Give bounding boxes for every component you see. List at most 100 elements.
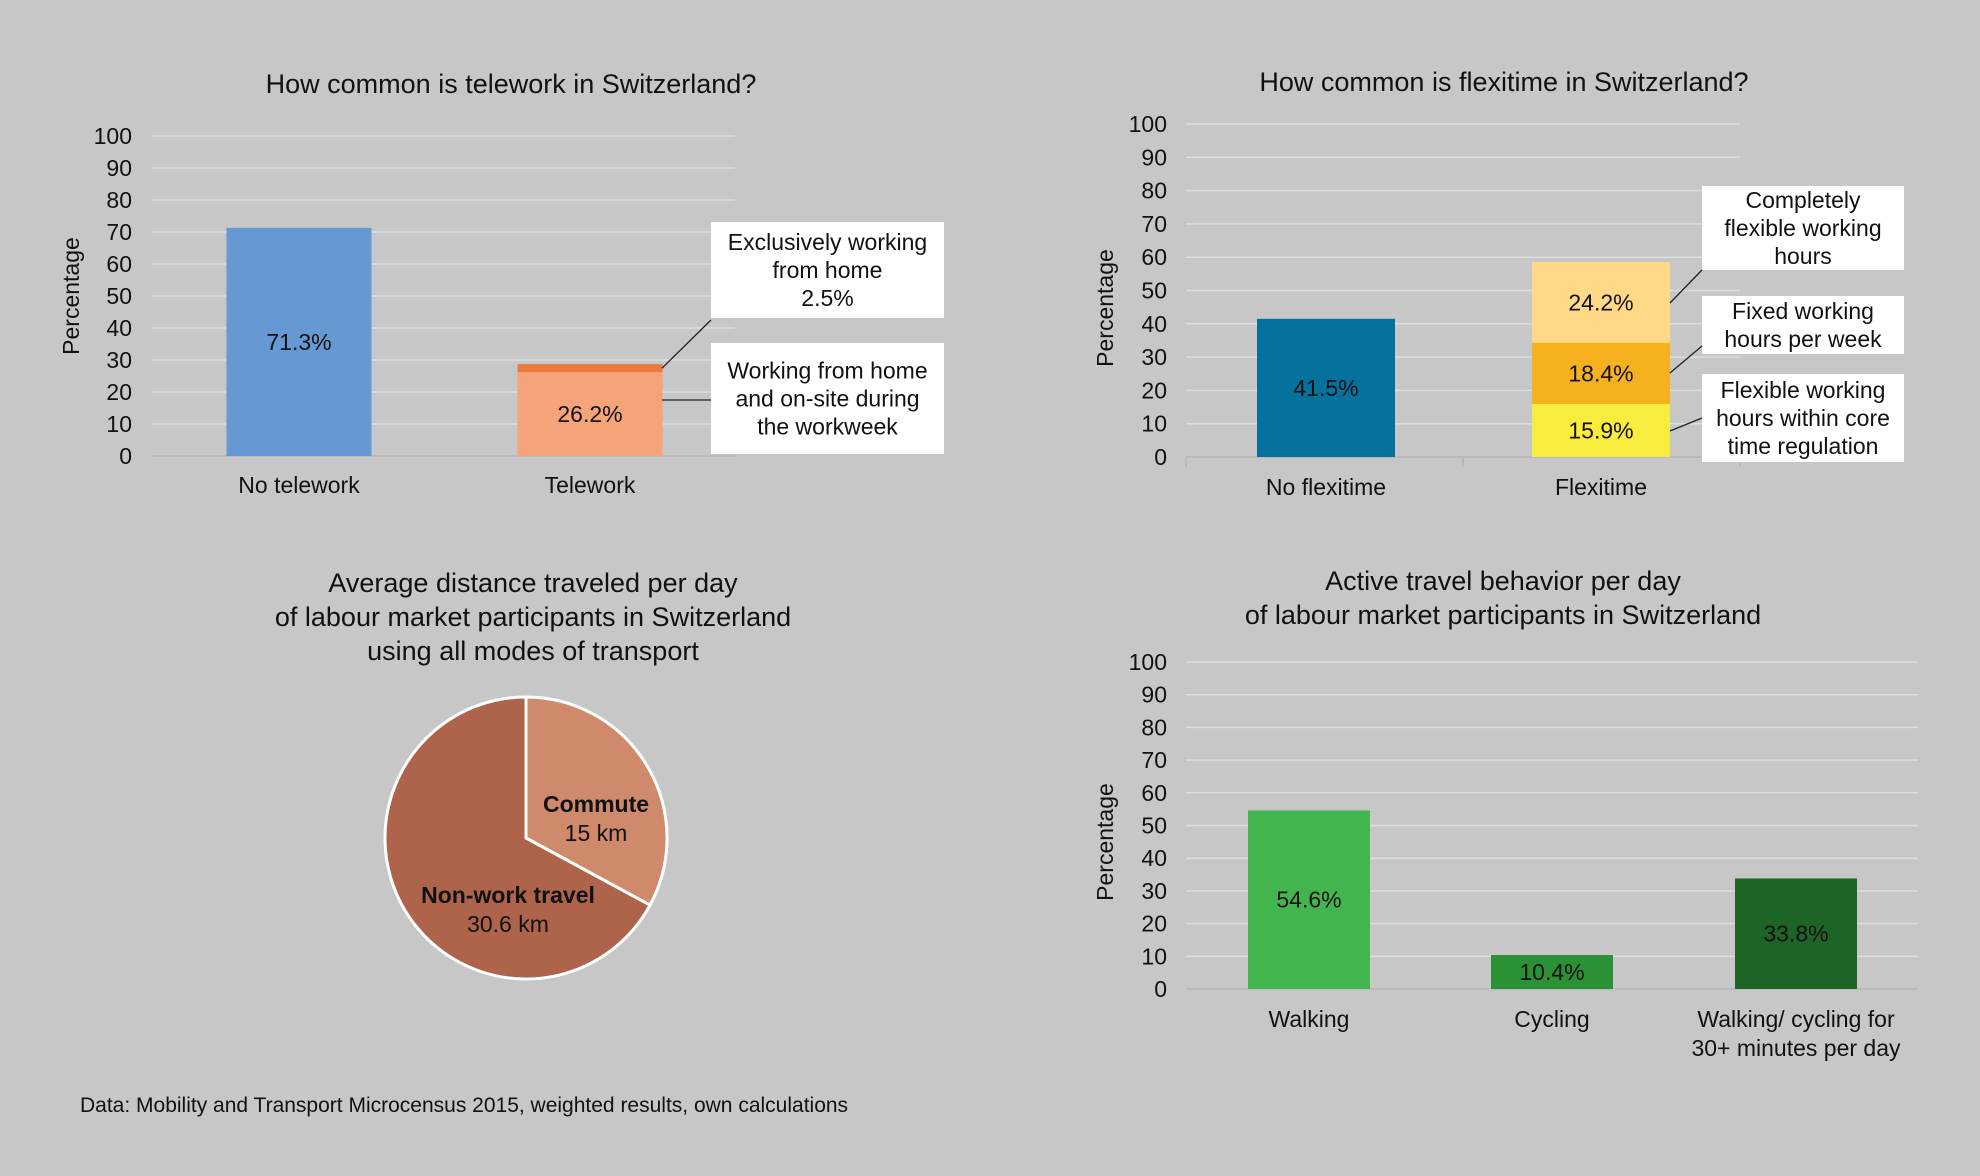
svg-text:Walking/ cycling for: Walking/ cycling for [1697,1006,1895,1032]
annotation-leader-line [1669,269,1703,304]
y-tick-label: 50 [1141,813,1167,839]
y-tick-label: 40 [106,315,132,341]
svg-text:30+ minutes per day: 30+ minutes per day [1691,1035,1901,1061]
annotation-text: hours within core [1716,405,1890,431]
bar-label-telework-partial: 26.2% [557,401,622,427]
bar-telework-exclusive [517,364,663,373]
flexitime-chart-title: How common is flexitime in Switzerland? [1259,67,1748,97]
annotation-text: flexible working [1724,215,1881,241]
x-category-label: Walking [1269,1006,1350,1032]
annotation-text: Working from home [727,358,927,384]
y-tick-label: 70 [1141,211,1167,237]
svg-text:of labour market participants: of labour market participants in Switzer… [275,602,791,632]
bar-walking [1248,810,1370,989]
annotation-text: from home [773,257,883,283]
y-tick-label: 50 [1141,278,1167,304]
telework-y-axis-label: Percentage [58,237,84,355]
y-tick-label: 100 [1129,111,1167,137]
annotation-leader-line [1669,345,1703,374]
y-tick-label: 0 [119,443,132,469]
bar-label-bar-flex-complete: 24.2% [1568,289,1633,315]
y-tick-label: 10 [106,411,132,437]
y-tick-label: 80 [1141,178,1167,204]
annotation-box-bg [1702,296,1904,354]
pie-slice-non-work-travel [383,695,653,981]
flexitime-y-axis-label: Percentage [1092,249,1118,367]
annotation-text: the workweek [757,414,898,440]
annotation-text: Completely [1745,187,1861,213]
pie-value-commute: 15 km [565,820,628,846]
bar-label-no-flexitime: 41.5% [1293,375,1358,401]
y-tick-label: 70 [1141,747,1167,773]
annotation-text: time regulation [1728,433,1879,459]
annotation-text: hours [1774,243,1832,269]
y-tick-label: 40 [1141,845,1167,871]
y-tick-label: 90 [106,155,132,181]
y-tick-label: 60 [106,251,132,277]
annotation-text: Fixed working [1732,298,1874,324]
bar-label-bar-flex-core-time: 15.9% [1568,418,1633,444]
pie-label-commute: Commute [543,791,649,817]
bar-telework-partial [517,372,663,456]
bar-walking-cycling-30min [1735,878,1857,989]
annotation-box-bg [711,343,944,454]
annotation-text: Exclusively working [728,229,927,255]
svg-text:Walking: Walking [1269,1006,1350,1032]
y-tick-label: 40 [1141,311,1167,337]
annotation-text: hours per week [1724,326,1882,352]
bar-flex-core-time [1532,404,1670,457]
x-category-label: No telework [238,472,360,498]
y-tick-label: 100 [1129,649,1167,675]
annotation-leader-line [661,319,712,369]
annotation-box-bg [711,222,944,318]
svg-text:Cycling: Cycling [1514,1006,1589,1032]
active-travel-y-axis-label: Percentage [1092,783,1118,901]
svg-text:of labour market participants: of labour market participants in Switzer… [1245,600,1761,630]
y-tick-label: 30 [1141,344,1167,370]
y-tick-label: 70 [106,219,132,245]
y-tick-label: 20 [1141,377,1167,403]
bar-label-bar-walking: 54.6% [1276,887,1341,913]
y-tick-label: 30 [106,347,132,373]
bar-no-telework [226,227,372,456]
y-tick-label: 10 [1141,411,1167,437]
annotation-text: 2.5% [801,285,853,311]
annotation-box-bg [1702,186,1904,270]
y-tick-label: 50 [106,283,132,309]
annotation-leader-line [1669,417,1703,432]
y-tick-label: 80 [106,187,132,213]
y-tick-label: 60 [1141,780,1167,806]
x-category-label: Telework [545,472,636,498]
x-category-label: Cycling [1514,1006,1589,1032]
y-tick-label: 20 [106,379,132,405]
y-tick-label: 30 [1141,878,1167,904]
active-travel-chart-title: Active travel behavior per day of labour … [1245,566,1761,630]
data-source-footnote: Data: Mobility and Transport Microcensus… [80,1094,849,1117]
annotation-text: and on-site during [735,386,919,412]
svg-text:using all modes of transport: using all modes of transport [367,636,699,666]
bar-cycling [1491,954,1613,989]
y-tick-label: 90 [1141,144,1167,170]
annotation-box-bg [1702,374,1904,462]
bar-label-bar-walking-cycling-30min: 33.8% [1763,921,1828,947]
y-tick-label: 100 [94,123,132,149]
distance-chart-title: Average distance traveled per day of labo… [275,568,791,666]
y-tick-label: 20 [1141,911,1167,937]
y-tick-label: 80 [1141,714,1167,740]
bar-label-bar-cycling: 10.4% [1519,959,1584,985]
bar-no-flexitime [1257,318,1395,457]
svg-text:Average distance traveled per: Average distance traveled per day [328,568,738,598]
x-category-label: Flexitime [1555,474,1647,500]
svg-text:Active travel behavior per day: Active travel behavior per day [1325,566,1681,596]
y-tick-label: 0 [1154,444,1167,470]
pie-slice-commute [524,695,669,908]
y-tick-label: 60 [1141,244,1167,270]
bar-label-bar-flex-fixed-weekly: 18.4% [1568,360,1633,386]
x-category-label: Walking/ cycling for 30+ minutes per day [1691,1006,1901,1061]
x-category-label: No flexitime [1266,474,1386,500]
